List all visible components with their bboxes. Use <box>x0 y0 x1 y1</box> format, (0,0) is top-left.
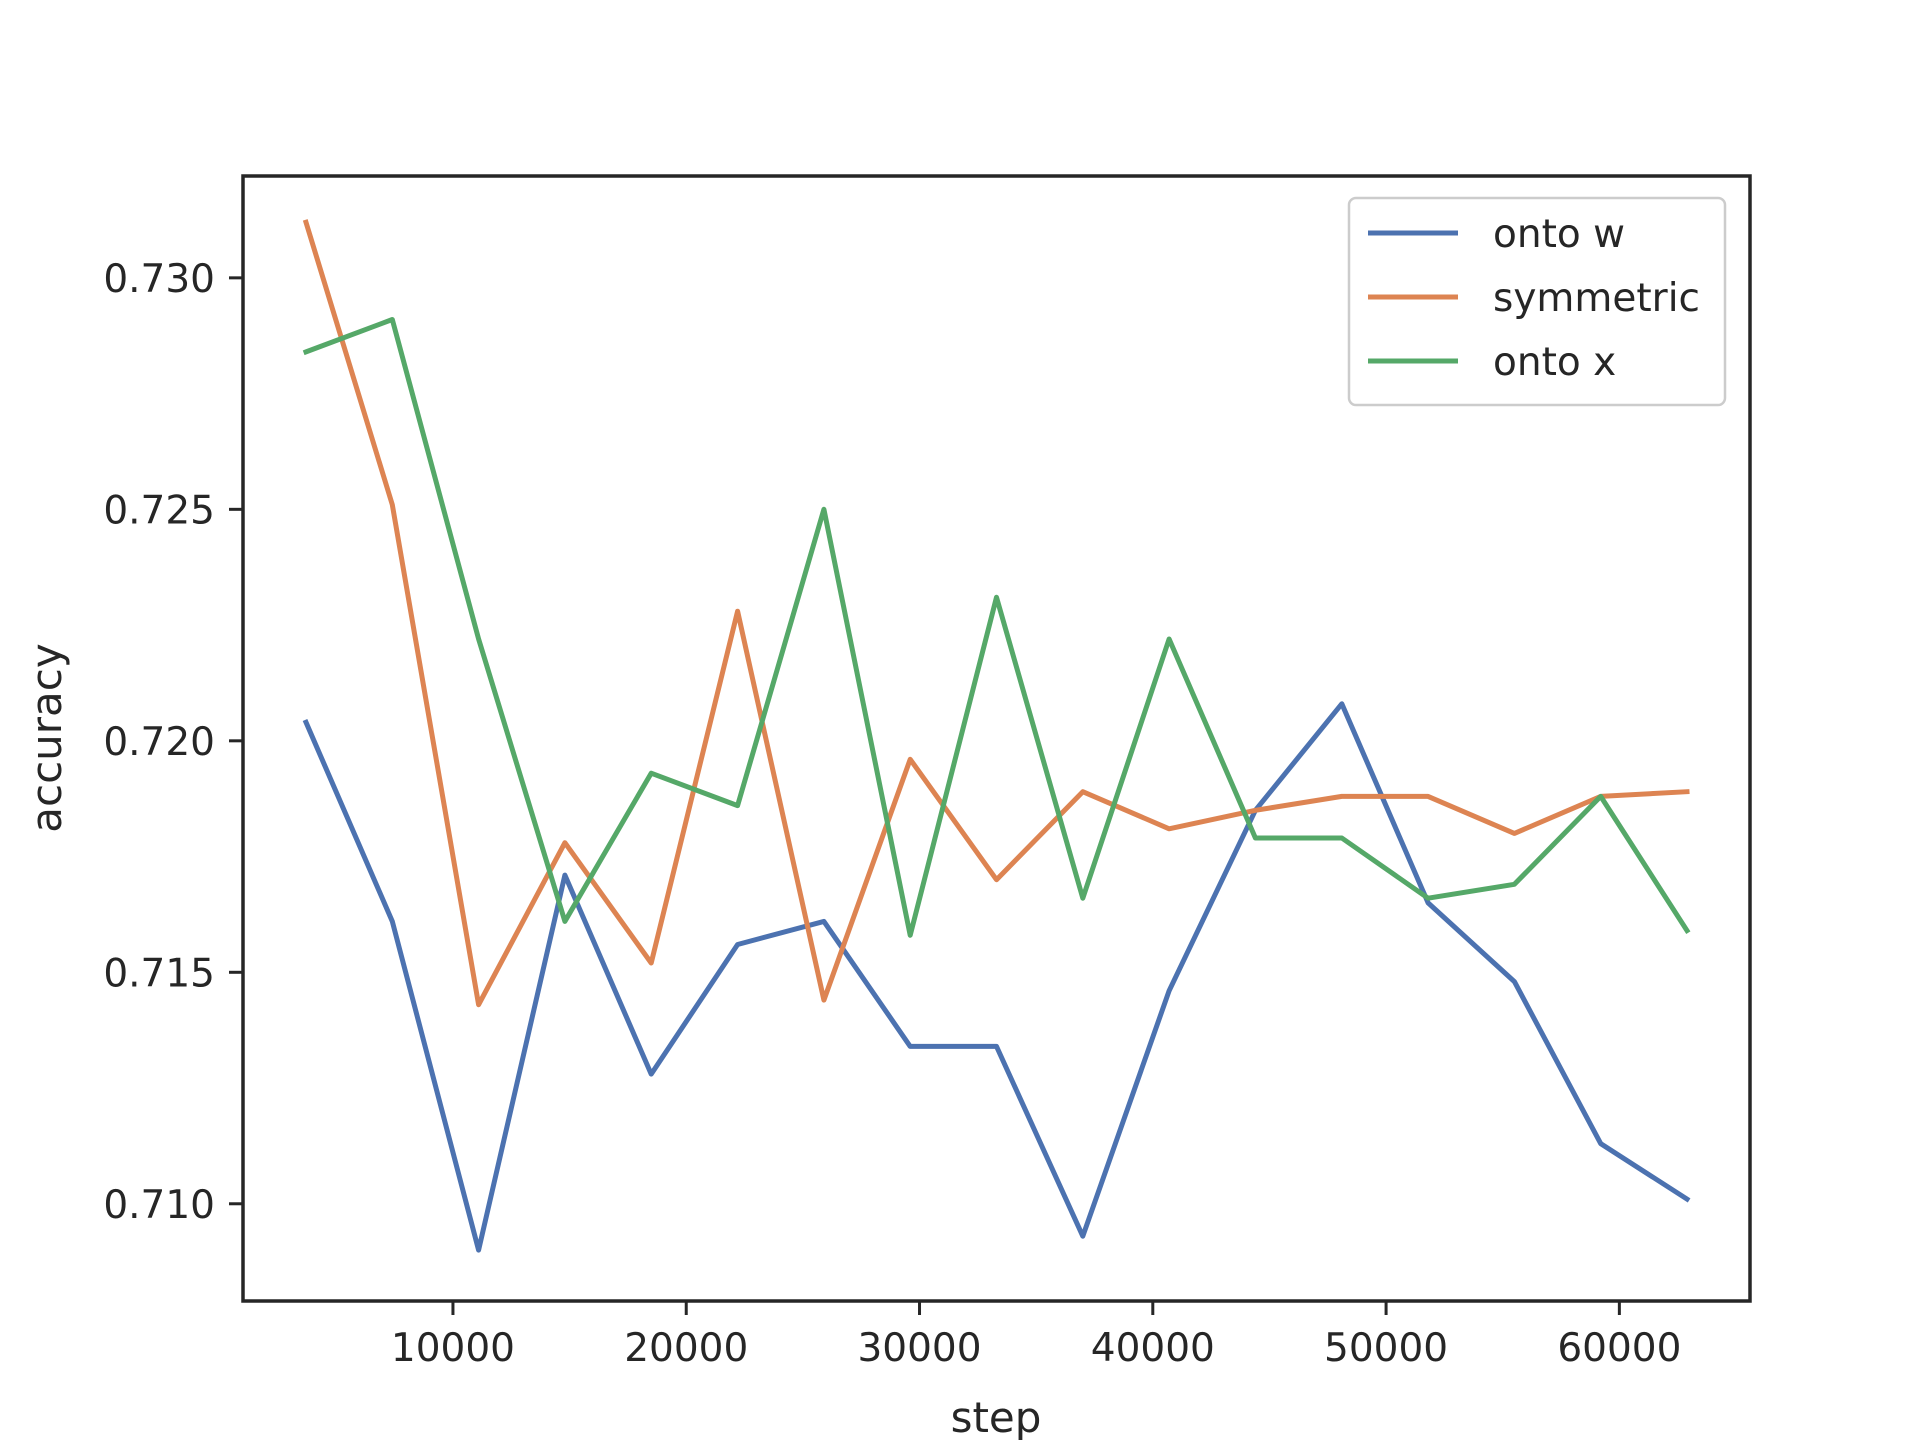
y-tick-label: 0.725 <box>103 488 215 533</box>
y-tick-label: 0.710 <box>103 1183 215 1228</box>
y-axis-label: accuracy <box>22 643 71 833</box>
x-tick-label: 60000 <box>1557 1326 1681 1371</box>
series-line-1 <box>302 219 1690 1008</box>
legend-box <box>1347 196 1727 407</box>
y-tick-label: 0.715 <box>103 951 215 996</box>
series-line-2 <box>302 317 1691 938</box>
plot-frame <box>241 174 1752 1303</box>
y-axis-ticks: 0.710 0.715 0.720 0.725 0.730 <box>103 257 243 1228</box>
y-tick-label: 0.730 <box>103 257 215 302</box>
legend-label-2: onto x <box>1493 340 1616 385</box>
x-axis-label: step <box>951 1393 1042 1440</box>
x-axis-ticks: 10000 20000 30000 40000 50000 60000 <box>391 1301 1681 1371</box>
x-tick-label: 30000 <box>857 1326 981 1371</box>
legend-label-0: onto w <box>1493 212 1625 257</box>
series-layer <box>302 219 1691 1253</box>
series-line-0 <box>302 701 1691 1253</box>
x-tick-label: 40000 <box>1091 1326 1215 1371</box>
legend-label-1: symmetric <box>1493 276 1700 321</box>
y-tick-label: 0.720 <box>103 720 215 765</box>
legend: onto w symmetric onto x <box>1347 196 1727 407</box>
x-tick-label: 50000 <box>1324 1326 1448 1371</box>
x-tick-label: 10000 <box>391 1326 515 1371</box>
x-tick-label: 20000 <box>624 1326 748 1371</box>
